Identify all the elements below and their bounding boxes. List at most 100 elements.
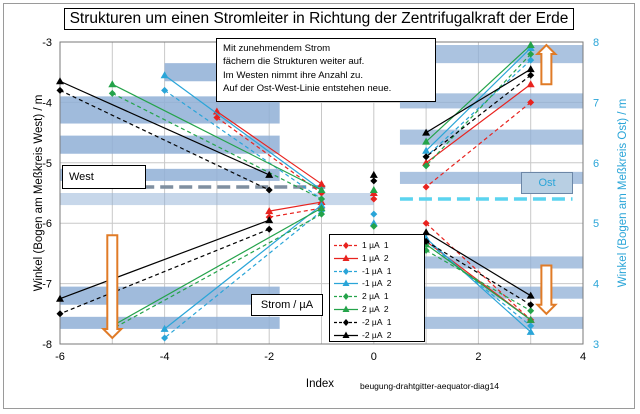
- data-point: [108, 80, 117, 88]
- data-point: [265, 216, 274, 224]
- structure-band-east: [399, 316, 583, 329]
- x-tick-label: 0: [371, 351, 377, 363]
- data-point: [56, 86, 64, 94]
- y-right-tick-label: 7: [593, 97, 599, 109]
- legend-marker: [342, 279, 350, 287]
- series-line-east-upper: [425, 83, 532, 164]
- data-point: [56, 294, 64, 302]
- series-line-west-lower: [164, 204, 322, 330]
- y-axis-title: Winkel (Bogen am Meßkreis West) / m: [33, 95, 45, 292]
- series-line-west-upper: [164, 89, 322, 200]
- data-point: [265, 170, 274, 178]
- series-line-east-upper: [425, 47, 532, 152]
- data-point: [526, 315, 535, 323]
- y-right-tick-label: 5: [593, 218, 599, 230]
- x-tick-label: -2: [264, 351, 274, 363]
- x-tick-label: -4: [160, 351, 170, 363]
- data-point: [526, 291, 535, 299]
- data-point: [527, 301, 535, 309]
- structure-band-west: [60, 135, 280, 154]
- series-line-east-upper: [425, 44, 532, 143]
- data-point: [56, 77, 64, 85]
- legend-marker: [343, 267, 349, 275]
- data-point: [526, 327, 535, 335]
- data-point: [422, 162, 430, 170]
- chart-title: Strukturen um einen Stromleiter in Richt…: [64, 8, 574, 30]
- y-right-tick-label: 4: [593, 279, 599, 291]
- center-data-point: [370, 177, 378, 185]
- data-point: [422, 228, 431, 236]
- data-point: [56, 310, 64, 318]
- legend-label: -1 µA 2: [362, 278, 392, 289]
- structure-band-west: [60, 286, 280, 305]
- legend-label: 2 µA 1: [362, 291, 389, 302]
- series-line-west-lower: [59, 228, 270, 315]
- y-right-tick-label: 8: [593, 37, 599, 49]
- legend: 1 µA 1 1 µA 2 -1 µA 1 -1 µA 2 2 µA 1 2 µA 2 -2…: [329, 234, 425, 342]
- data-point: [527, 56, 535, 64]
- annotation-box: Mit zunehmendem Strom fächern die Strukt…: [216, 38, 436, 102]
- series-line-east-upper: [425, 53, 532, 167]
- legend-label: 1 µA 2: [362, 252, 389, 263]
- data-point: [317, 204, 326, 212]
- center-data-point: [370, 210, 378, 218]
- legend-item: 1 µA 2: [332, 252, 424, 265]
- legend-marker: [343, 318, 349, 326]
- legend-label: 1 µA 1: [362, 240, 389, 250]
- west-label: West: [62, 165, 146, 189]
- y-tick-label: -5: [42, 158, 52, 170]
- series-line-east-upper: [425, 59, 532, 158]
- arrow-up-east: [534, 43, 558, 86]
- series-line-west-upper: [112, 83, 322, 191]
- series-line-west-lower: [112, 213, 322, 330]
- y-axis-title-right: Winkel (Bogen am Meßkreis Ost) / m: [617, 99, 629, 288]
- x-tick-label: 2: [475, 351, 481, 363]
- data-point: [526, 65, 535, 73]
- series-line-east-lower: [425, 249, 532, 312]
- data-point: [160, 324, 169, 332]
- legend-label: 2 µA 2: [362, 304, 389, 314]
- y-right-tick-label: 6: [593, 158, 599, 170]
- annotation-line: Mit zunehmendem Strom: [223, 43, 331, 54]
- series-line-east-upper: [425, 68, 532, 134]
- data-point: [422, 153, 430, 161]
- annotation-line: Auf der Ost-West-Linie entstehen neue.: [223, 83, 392, 95]
- center-data-point: [369, 185, 378, 193]
- series-line-east-lower: [425, 231, 532, 297]
- data-point: [422, 219, 430, 227]
- legend-swatch: [334, 279, 358, 287]
- legend-swatch: [334, 242, 358, 249]
- legend-label: -1 µA 1: [362, 265, 392, 276]
- data-point: [527, 50, 535, 58]
- legend-swatch: [334, 267, 358, 275]
- legend-swatch: [334, 331, 358, 338]
- series-line-east-upper: [425, 74, 532, 158]
- y-right-tick-label: 3: [593, 339, 599, 351]
- data-point: [161, 334, 169, 342]
- data-point: [213, 114, 221, 121]
- data-point: [318, 210, 325, 218]
- center-data-point: [370, 222, 378, 230]
- legend-marker: [343, 242, 349, 249]
- data-point: [108, 89, 116, 97]
- data-point: [161, 86, 169, 94]
- series-line-west-upper: [59, 89, 270, 191]
- series-line-west-upper: [59, 80, 270, 176]
- series-line-west-lower: [269, 201, 322, 212]
- annotation-line: Im Westen nimmt ihre Anzahl zu.: [223, 69, 364, 81]
- legend-swatch: [334, 305, 358, 312]
- legend-swatch: [334, 318, 358, 326]
- y-tick-label: -4: [42, 97, 52, 109]
- ost-label: Ost: [521, 172, 573, 194]
- data-point: [422, 137, 431, 145]
- data-point: [422, 128, 431, 136]
- data-point: [265, 225, 273, 233]
- arrow-down-west: [100, 234, 124, 340]
- x-tick-label: 4: [580, 351, 586, 363]
- data-point: [527, 98, 535, 106]
- legend-marker: [342, 305, 350, 312]
- series-line-west-lower: [112, 207, 322, 327]
- data-point: [526, 41, 535, 49]
- legend-item: 2 µA 2: [332, 303, 424, 316]
- legend-marker: [342, 254, 350, 261]
